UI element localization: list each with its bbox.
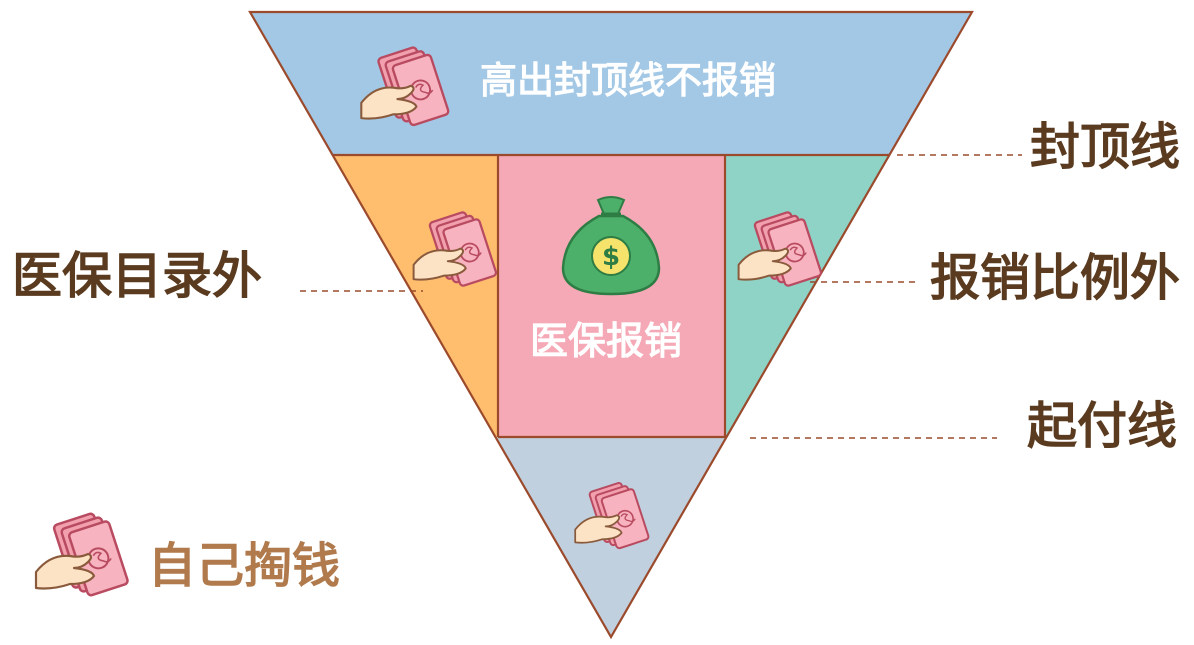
triangle-outline [248,10,974,640]
hand-holding-cash-icon-legend [34,507,130,602]
svg-text:$: $ [602,242,620,272]
money-bag-icon: $ [561,196,661,296]
legend-label: 自己掏钱 [148,538,341,594]
outside-ratio-label: 报销比例外 [930,249,1180,307]
outside-catalog-label: 医保目录外 [12,247,262,305]
top-band-region [250,12,972,155]
deductible-label: 起付线 [1027,397,1177,455]
cap-line-label: 封顶线 [1030,118,1180,176]
center-label: 医保报销 [530,319,683,363]
top-band-label: 高出封顶线不报销 [480,59,776,102]
